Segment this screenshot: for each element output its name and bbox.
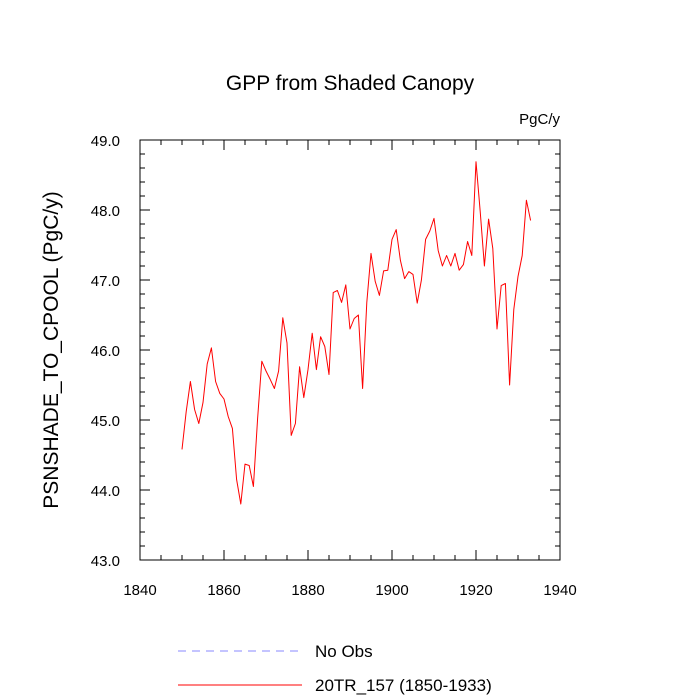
series-group <box>181 161 532 505</box>
x-tick-label: 1900 <box>375 582 408 599</box>
y-tick-label: 49.0 <box>91 133 120 150</box>
units-label: PgC/y <box>519 111 560 128</box>
series-line <box>181 161 532 505</box>
axis-tick-labels: 1840 1860 1880 1900 1920 1940 43.0 44.0 45.0 46.0… <box>91 133 577 599</box>
y-tick-label: 45.0 <box>91 413 120 430</box>
y-tick-label: 46.0 <box>91 343 120 360</box>
y-axis-label: PSNSHADE_TO_CPOOL (PgC/y) <box>40 191 63 508</box>
legend-label: 20TR_157 (1850-1933) <box>315 676 492 695</box>
x-tick-label: 1920 <box>459 582 492 599</box>
y-tick-label: 48.0 <box>91 203 120 220</box>
x-tick-label: 1860 <box>207 582 240 599</box>
plot-area <box>139 139 561 561</box>
axis-ticks <box>139 139 561 561</box>
legend-label: No Obs <box>315 642 373 661</box>
x-tick-label: 1940 <box>543 582 576 599</box>
y-tick-label: 43.0 <box>91 553 120 570</box>
y-tick-label: 47.0 <box>91 273 120 290</box>
legend: No Obs 20TR_157 (1850-1933) <box>178 642 492 695</box>
y-tick-label: 44.0 <box>91 483 120 500</box>
x-tick-label: 1840 <box>123 582 156 599</box>
x-tick-label: 1880 <box>291 582 324 599</box>
chart-title: GPP from Shaded Canopy <box>226 72 475 95</box>
